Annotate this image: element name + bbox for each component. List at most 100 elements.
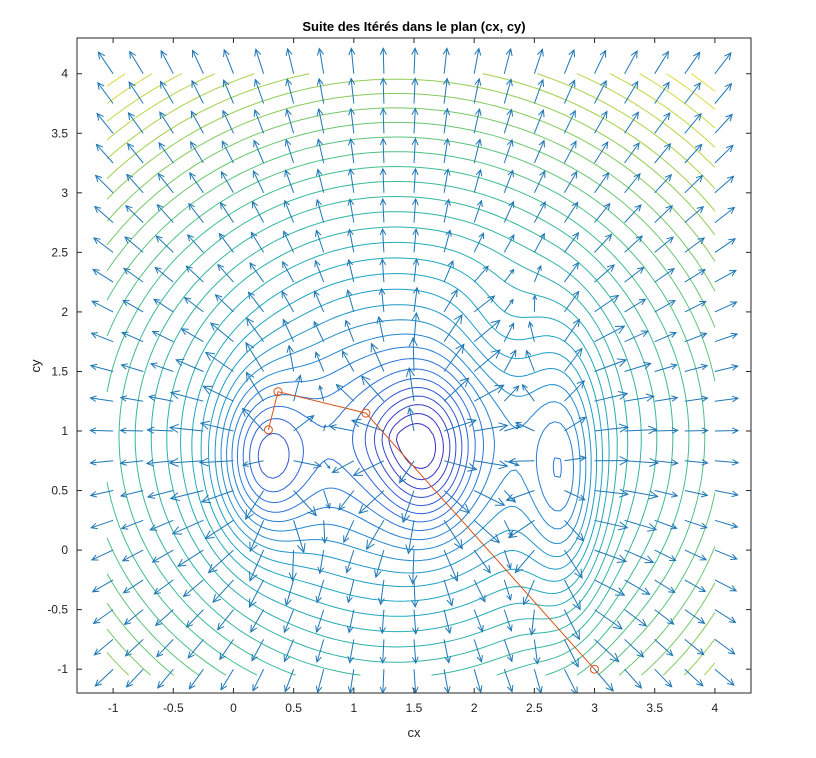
quiver-arrowhead (604, 233, 613, 242)
quiver-arrowhead (632, 111, 640, 120)
quiver-arrow (473, 295, 495, 313)
quiver-arrow (192, 50, 204, 74)
x-axis-label: cx (408, 725, 422, 740)
y-tick-label: 3 (61, 186, 68, 200)
quiver-arrowhead (695, 143, 703, 152)
quiver-arrow (407, 520, 415, 554)
quiver-arrow (92, 268, 114, 283)
quiver-arrowhead (344, 319, 351, 327)
quiver-arrowhead (668, 586, 676, 594)
quiver-arrowhead (121, 555, 130, 562)
quiver-arrowhead (315, 229, 322, 237)
y-tick-label: -0.5 (47, 603, 68, 617)
quiver-arrowhead (321, 536, 328, 544)
quiver-arrow (563, 80, 576, 104)
quiver-arrowhead (506, 624, 513, 632)
quiver-arrow (382, 78, 385, 104)
quiver-arrow (323, 520, 326, 543)
quiver-arrow (594, 519, 628, 529)
quiver-arrowhead (645, 393, 655, 402)
quiver-arrowhead (315, 595, 322, 604)
quiver-arrow (402, 490, 415, 523)
quiver-arrowhead (341, 350, 348, 358)
quiver-arrow (684, 332, 707, 343)
quiver-arrowhead (482, 265, 489, 273)
quiver-arrow (714, 175, 734, 194)
quiver-arrow (338, 490, 355, 511)
quiver-arrow (91, 332, 114, 343)
quiver-arrow (531, 609, 535, 635)
quiver-arrow (150, 519, 174, 531)
quiver-arrowhead (466, 418, 477, 428)
quiver-arrow (654, 112, 671, 134)
quiver-arrow (594, 639, 620, 663)
quiver-arrowhead (498, 422, 509, 432)
quiver-arrow (443, 549, 458, 582)
quiver-arrow (313, 321, 325, 342)
quiver-arrowhead (697, 237, 706, 245)
quiver-arrowhead (313, 290, 320, 298)
quiver-arrowhead (508, 322, 515, 330)
quiver-arrowhead (669, 555, 677, 562)
quiver-arrowhead (378, 287, 386, 295)
quiver-arrow (350, 78, 355, 104)
quiver-arrowhead (696, 205, 705, 214)
quiver-arrowhead (614, 325, 626, 335)
quiver-arrow (147, 429, 174, 432)
quiver-arrow (125, 639, 144, 657)
quiver-arrow (443, 609, 451, 634)
quiver-arrow (564, 348, 583, 372)
quiver-arrow (508, 519, 535, 539)
quiver-arrow (220, 668, 234, 691)
quiver-arrowhead (411, 686, 419, 693)
quiver-arrow (184, 297, 204, 313)
quiver-arrow (156, 639, 174, 658)
quiver-arrow (503, 299, 514, 313)
quiver-arrow (253, 140, 265, 164)
quiver-arrow (251, 639, 265, 661)
quiver-arrowhead (647, 523, 658, 532)
quiver-arrowhead (510, 349, 517, 357)
quiver-arrowhead (724, 82, 733, 91)
quiver-arrow (654, 460, 678, 464)
quiver-arrow (654, 268, 675, 283)
quiver-arrowhead (494, 384, 505, 394)
quiver-arrowhead (538, 109, 545, 118)
quiver-arrow (254, 79, 265, 104)
quiver-arrowhead (186, 234, 194, 242)
quiver-arrow (473, 609, 484, 632)
quiver-arrowhead (128, 81, 136, 90)
quiver-arrowhead (315, 685, 323, 693)
quiver-arrow (120, 397, 144, 402)
quiver-arrowhead (701, 395, 709, 403)
quiver-arrow (381, 609, 385, 634)
y-tick-label: -1 (57, 662, 68, 676)
quiver-arrowhead (379, 107, 387, 116)
quiver-arrowhead (670, 523, 678, 530)
quiver-arrow (473, 169, 482, 193)
quiver-arrowhead (346, 595, 353, 604)
quiver-arrow (123, 579, 144, 594)
quiver-arrowhead (285, 108, 292, 117)
quiver-arrowhead (570, 140, 577, 149)
quiver-arrowhead (474, 107, 482, 116)
quiver-arrow (128, 81, 144, 104)
quiver-arrow (293, 490, 317, 516)
quiver-arrowhead (379, 167, 387, 176)
quiver-arrow (121, 332, 144, 343)
quiver-arrow (293, 415, 315, 432)
quiver-arrow (533, 669, 542, 693)
quiver-arrowhead (119, 395, 128, 402)
quiver-arrowhead (315, 655, 322, 664)
quiver-arrowhead (490, 349, 501, 359)
quiver-arrow (97, 51, 114, 74)
quiver-arrowhead (379, 257, 386, 266)
quiver-arrow (90, 397, 114, 402)
quiver-arrow (121, 519, 144, 529)
quiver-arrowhead (648, 490, 659, 500)
quiver-arrowhead (411, 197, 419, 206)
quiver-arrow (121, 364, 144, 372)
quiver-arrow (285, 579, 295, 606)
quiver-arrow (212, 579, 234, 603)
quiver-arrow (170, 490, 204, 500)
